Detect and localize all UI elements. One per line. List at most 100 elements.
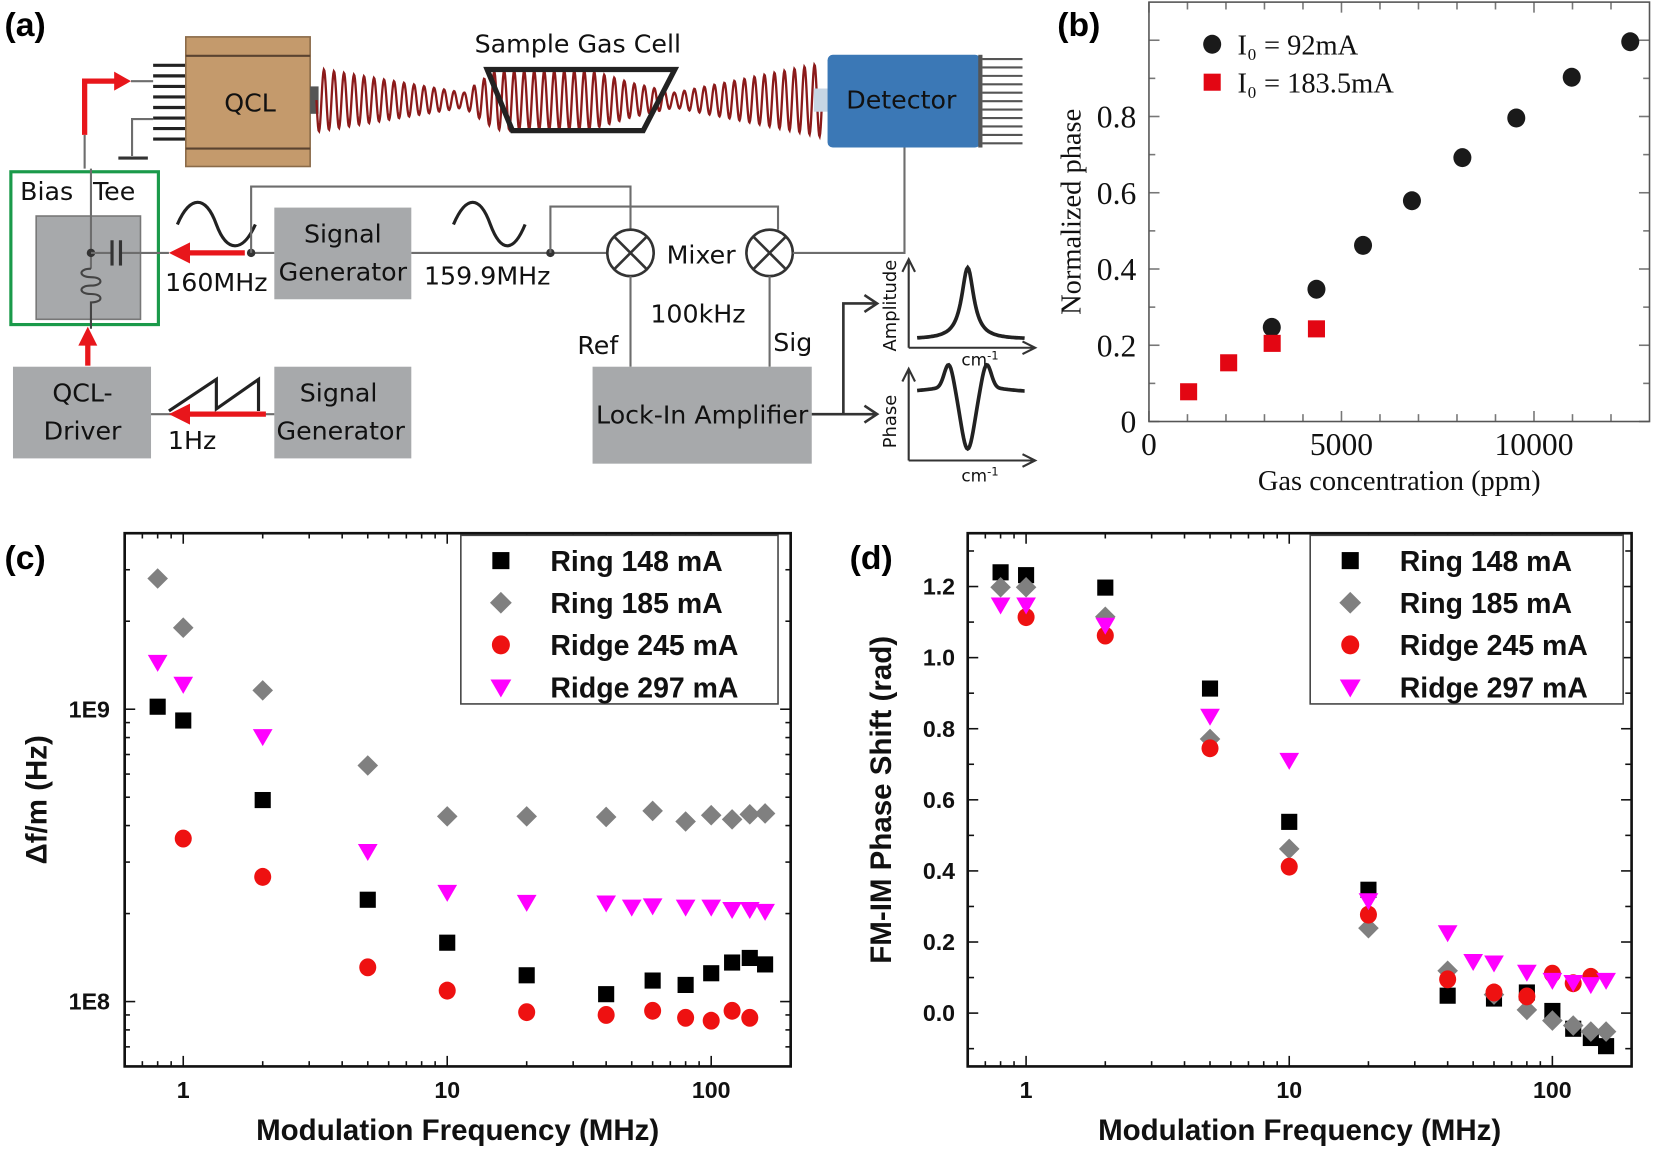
chart-c: 1 10 100 1E8 1E9 Modulation Frequency (MHz) Δf…	[21, 531, 792, 1147]
qcl-body	[185, 36, 311, 168]
legend-marker	[492, 552, 510, 570]
legend-label: I₀ = 92mA	[1237, 31, 1358, 62]
amplitude-inset: Amplitude cm-1	[880, 256, 1038, 370]
data-point	[1580, 1021, 1602, 1042]
data-point	[1437, 925, 1458, 943]
data-point	[1542, 1010, 1563, 1031]
series-ridge-245-ma	[174, 829, 759, 1030]
freq-160-label: 160MHz	[165, 268, 267, 297]
y-axis-title: Δf/m (Hz)	[21, 735, 54, 864]
data-point	[724, 954, 741, 971]
qcl-label: QCL	[224, 89, 276, 118]
lock-in-label: Lock-In Amplifier	[596, 401, 809, 430]
inductor-icon	[80, 267, 102, 329]
qcl-block: QCL	[153, 36, 319, 168]
data-point	[1358, 917, 1379, 939]
series-ridge-297-ma	[147, 654, 775, 921]
x-axis-title: Modulation Frequency (MHz)	[1098, 1114, 1501, 1147]
phase-inset: Phase cm-1	[880, 362, 1038, 486]
data-point	[252, 680, 274, 701]
data-point	[642, 898, 663, 916]
lock-in-amplifier	[592, 366, 812, 464]
legend-label: Ridge 245 mA	[1400, 630, 1588, 662]
data-point	[1439, 987, 1456, 1004]
y-tick-label: 0.8	[923, 716, 955, 742]
data-point	[174, 829, 192, 848]
data-point	[359, 891, 376, 908]
data-point	[1507, 108, 1526, 128]
x-tick-label: 1	[177, 1077, 190, 1103]
data-point	[357, 755, 379, 776]
data-point	[675, 811, 696, 832]
y-tick-label: 0.2	[1097, 328, 1137, 363]
data-point	[677, 976, 694, 993]
legend-marker	[1339, 679, 1361, 698]
output-arrow-icons	[863, 293, 880, 424]
data-point	[741, 1008, 759, 1027]
data-point	[597, 1005, 615, 1024]
legend-label: Ridge 245 mA	[550, 630, 738, 662]
legend-marker	[1341, 552, 1359, 570]
data-point	[1180, 383, 1198, 401]
data-point	[1281, 813, 1298, 830]
data-point	[1542, 972, 1563, 990]
plot-frame	[1148, 1, 1651, 423]
tee-label: Tee	[92, 177, 135, 206]
data-point	[642, 800, 663, 822]
data-point	[723, 1001, 741, 1020]
data-point	[1516, 999, 1538, 1021]
signal-generator-2-label: Signal	[300, 378, 378, 407]
data-point	[722, 902, 742, 920]
x-axis-title: Gas concentration (ppm)	[1258, 466, 1541, 497]
y-tick-label: 1.2	[923, 574, 955, 600]
data-point	[596, 895, 617, 913]
x-tick-label: 100	[1533, 1077, 1572, 1103]
data-point	[1016, 597, 1036, 615]
x-tick-label: 10	[434, 1077, 460, 1103]
data-point	[1097, 579, 1114, 596]
legend-marker	[489, 591, 512, 614]
legend: Ring 148 mA Ring 185 mA Ridge 245 mA Ridge …	[460, 534, 779, 705]
legend-box	[1309, 534, 1624, 705]
data-point	[1017, 608, 1035, 627]
x-tick-label: 5000	[1310, 427, 1373, 462]
y-tick-label: 0.4	[923, 858, 955, 884]
svg-text:cm-1: cm-1	[961, 464, 998, 485]
legend-label: Ring 148 mA	[550, 546, 722, 578]
mixer-1-icon	[605, 228, 655, 278]
driver-arrow-icon	[78, 326, 98, 346]
data-point	[1263, 334, 1281, 352]
series-i-183-5ma	[1180, 320, 1325, 401]
x-tick-label: 1	[1020, 1077, 1033, 1103]
data-point	[516, 894, 537, 912]
legend-marker	[1339, 591, 1362, 614]
data-point	[677, 1008, 695, 1027]
plot-frame	[123, 531, 792, 1068]
data-point	[147, 568, 168, 589]
data-point	[741, 949, 758, 967]
data-point	[644, 972, 661, 989]
svg-text:cm-1: cm-1	[961, 348, 998, 369]
signal-generator-1-label-2: Generator	[279, 257, 408, 286]
data-point	[1018, 567, 1035, 584]
legend-label: Ridge 297 mA	[550, 672, 738, 704]
qcl-pins	[153, 63, 186, 141]
data-point	[254, 791, 271, 809]
data-point	[1280, 857, 1298, 876]
data-point	[438, 981, 456, 1000]
legend-marker	[490, 679, 512, 698]
x-tick-label: 100	[692, 1077, 731, 1103]
data-point	[1621, 32, 1640, 52]
bias-tee-body	[35, 215, 142, 321]
data-point	[518, 967, 535, 984]
legend: Ring 148 mA Ring 185 mA Ridge 245 mA Ridge …	[1309, 534, 1624, 705]
y-axis-title: Normalized phase	[1056, 109, 1087, 315]
data-point	[757, 956, 774, 973]
qcl-driver-label-2: Driver	[44, 416, 122, 445]
laser-beam	[315, 61, 824, 141]
data-point	[595, 806, 617, 828]
bias-arrow-icon	[82, 78, 117, 135]
data-point	[1307, 279, 1326, 299]
y-tick-label: 0.6	[1097, 176, 1137, 211]
